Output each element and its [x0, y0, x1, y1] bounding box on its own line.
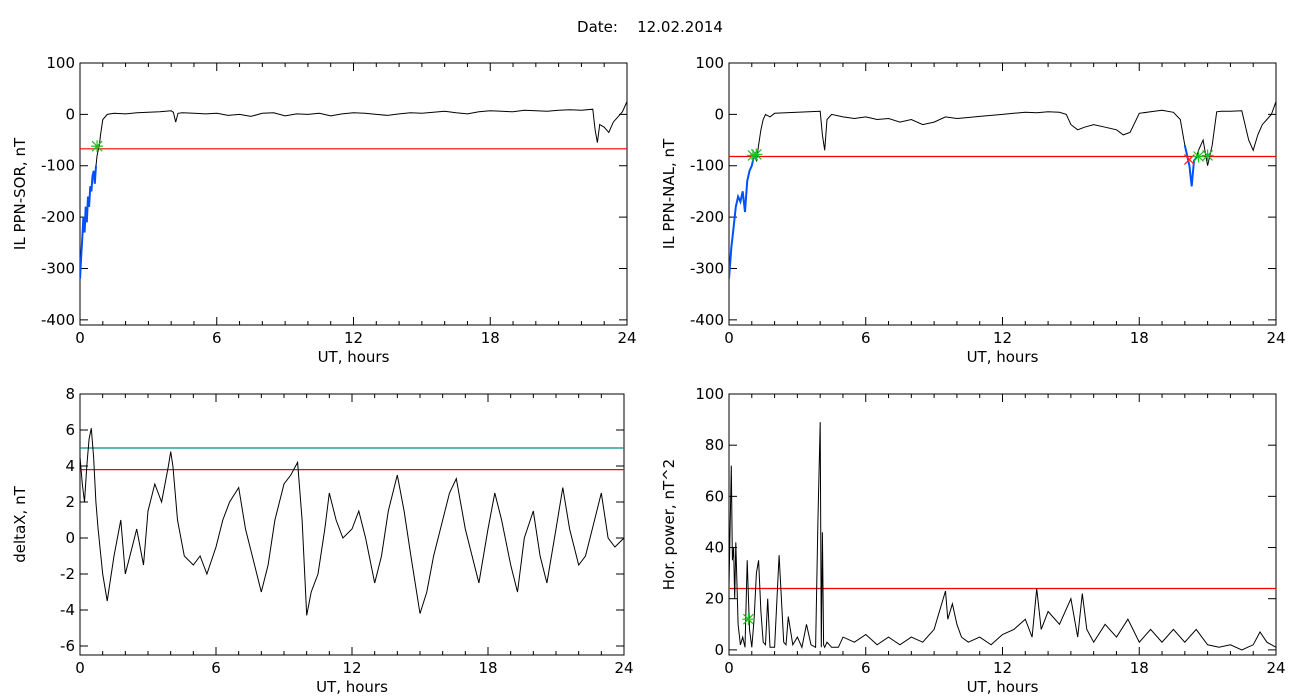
y-tick-label: 4 — [65, 457, 75, 475]
x-tick-label: 6 — [212, 329, 222, 347]
plot-frame — [728, 393, 1277, 656]
x-tick-label: 12 — [993, 659, 1012, 677]
x-axis-title: UT, hours — [967, 348, 1039, 366]
x-tick-label: 6 — [861, 329, 871, 347]
y-tick-label: -6 — [60, 637, 75, 655]
series-line — [80, 428, 624, 616]
panel-nal: 0 6 12 18 24 -400 -300 -200 -100 0 100 UT, hours IL … — [660, 54, 1286, 366]
x-axis-title: UT, hours — [967, 678, 1039, 696]
x-tick-label: 12 — [344, 329, 363, 347]
y-tick-label: 8 — [65, 385, 75, 403]
blue-segment — [729, 155, 756, 279]
data-layer — [729, 101, 1276, 279]
y-tick-label: -4 — [60, 601, 75, 619]
plot-frame — [728, 62, 1277, 326]
series-line — [80, 101, 627, 279]
data-layer — [729, 422, 1276, 651]
y-tick-label: 0 — [714, 105, 724, 123]
marker-asterisk — [91, 140, 104, 153]
x-tick-label: 0 — [75, 659, 85, 677]
marker-asterisk — [750, 148, 763, 161]
marker-asterisk — [1201, 149, 1214, 162]
y-tick-label: -300 — [690, 259, 724, 277]
blue-segment — [80, 165, 97, 279]
x-tick-label: 24 — [1266, 329, 1285, 347]
y-tick-label: 20 — [705, 590, 724, 608]
y-axis-title: Hor. power, nT^2 — [660, 459, 678, 590]
y-axis-title: IL PPN-NAL, nT — [660, 138, 678, 249]
y-tick-label: -100 — [690, 157, 724, 175]
plot-frame — [79, 62, 628, 326]
y-tick-label: -400 — [41, 311, 75, 329]
x-tick-label: 18 — [481, 329, 500, 347]
x-tick-label: 18 — [1130, 659, 1149, 677]
y-tick-label: -200 — [41, 208, 75, 226]
x-tick-label: 0 — [75, 329, 85, 347]
y-tick-label: 100 — [695, 385, 724, 403]
x-tick-label: 24 — [1266, 659, 1285, 677]
date-value: 12.02.2014 — [637, 18, 723, 36]
x-tick-label: 12 — [993, 329, 1012, 347]
y-tick-label: -400 — [690, 311, 724, 329]
date-label: Date: — [577, 18, 618, 36]
x-tick-label: 18 — [1130, 329, 1149, 347]
x-tick-label: 24 — [614, 659, 633, 677]
y-tick-label: 40 — [705, 539, 724, 557]
marker-asterisk — [1192, 150, 1205, 163]
x-tick-label: 0 — [724, 329, 734, 347]
y-tick-label: 80 — [705, 436, 724, 454]
x-tick-label: 0 — [724, 659, 734, 677]
y-tick-label: 0 — [714, 641, 724, 659]
y-tick-label: 0 — [65, 529, 75, 547]
x-tick-label: 24 — [617, 329, 636, 347]
x-tick-label: 6 — [211, 659, 221, 677]
y-tick-label: -100 — [41, 157, 75, 175]
panel-hpower: 0 6 12 18 24 0 20 40 60 80 100 UT, hours Hor. power,… — [660, 385, 1286, 696]
y-tick-label: -200 — [690, 208, 724, 226]
y-tick-label: -2 — [60, 565, 75, 583]
series-line — [729, 101, 1276, 279]
date-header: Date: 12.02.2014 — [0, 18, 1300, 36]
series-line — [729, 422, 1276, 651]
data-layer — [80, 428, 624, 616]
x-tick-label: 12 — [342, 659, 361, 677]
data-layer — [80, 101, 627, 279]
y-tick-label: 100 — [46, 54, 75, 72]
y-tick-label: 0 — [65, 105, 75, 123]
y-tick-label: 100 — [695, 54, 724, 72]
y-tick-label: -300 — [41, 259, 75, 277]
x-tick-label: 6 — [861, 659, 871, 677]
panel-sor: 0 6 12 18 24 -400 -300 -200 -100 0 100 UT, hours IL … — [11, 54, 637, 366]
x-axis-title: UT, hours — [318, 348, 390, 366]
y-axis-title: IL PPN-SOR, nT — [11, 137, 29, 250]
plot-frame — [79, 393, 625, 656]
y-tick-label: 2 — [65, 493, 75, 511]
marker-asterisk — [742, 613, 755, 626]
x-axis-title: UT, hours — [316, 678, 388, 696]
y-axis-title: deltaX, nT — [11, 485, 29, 562]
x-tick-label: 18 — [478, 659, 497, 677]
y-tick-label: 60 — [705, 487, 724, 505]
y-tick-label: 6 — [65, 421, 75, 439]
blue-segment — [1183, 144, 1197, 187]
